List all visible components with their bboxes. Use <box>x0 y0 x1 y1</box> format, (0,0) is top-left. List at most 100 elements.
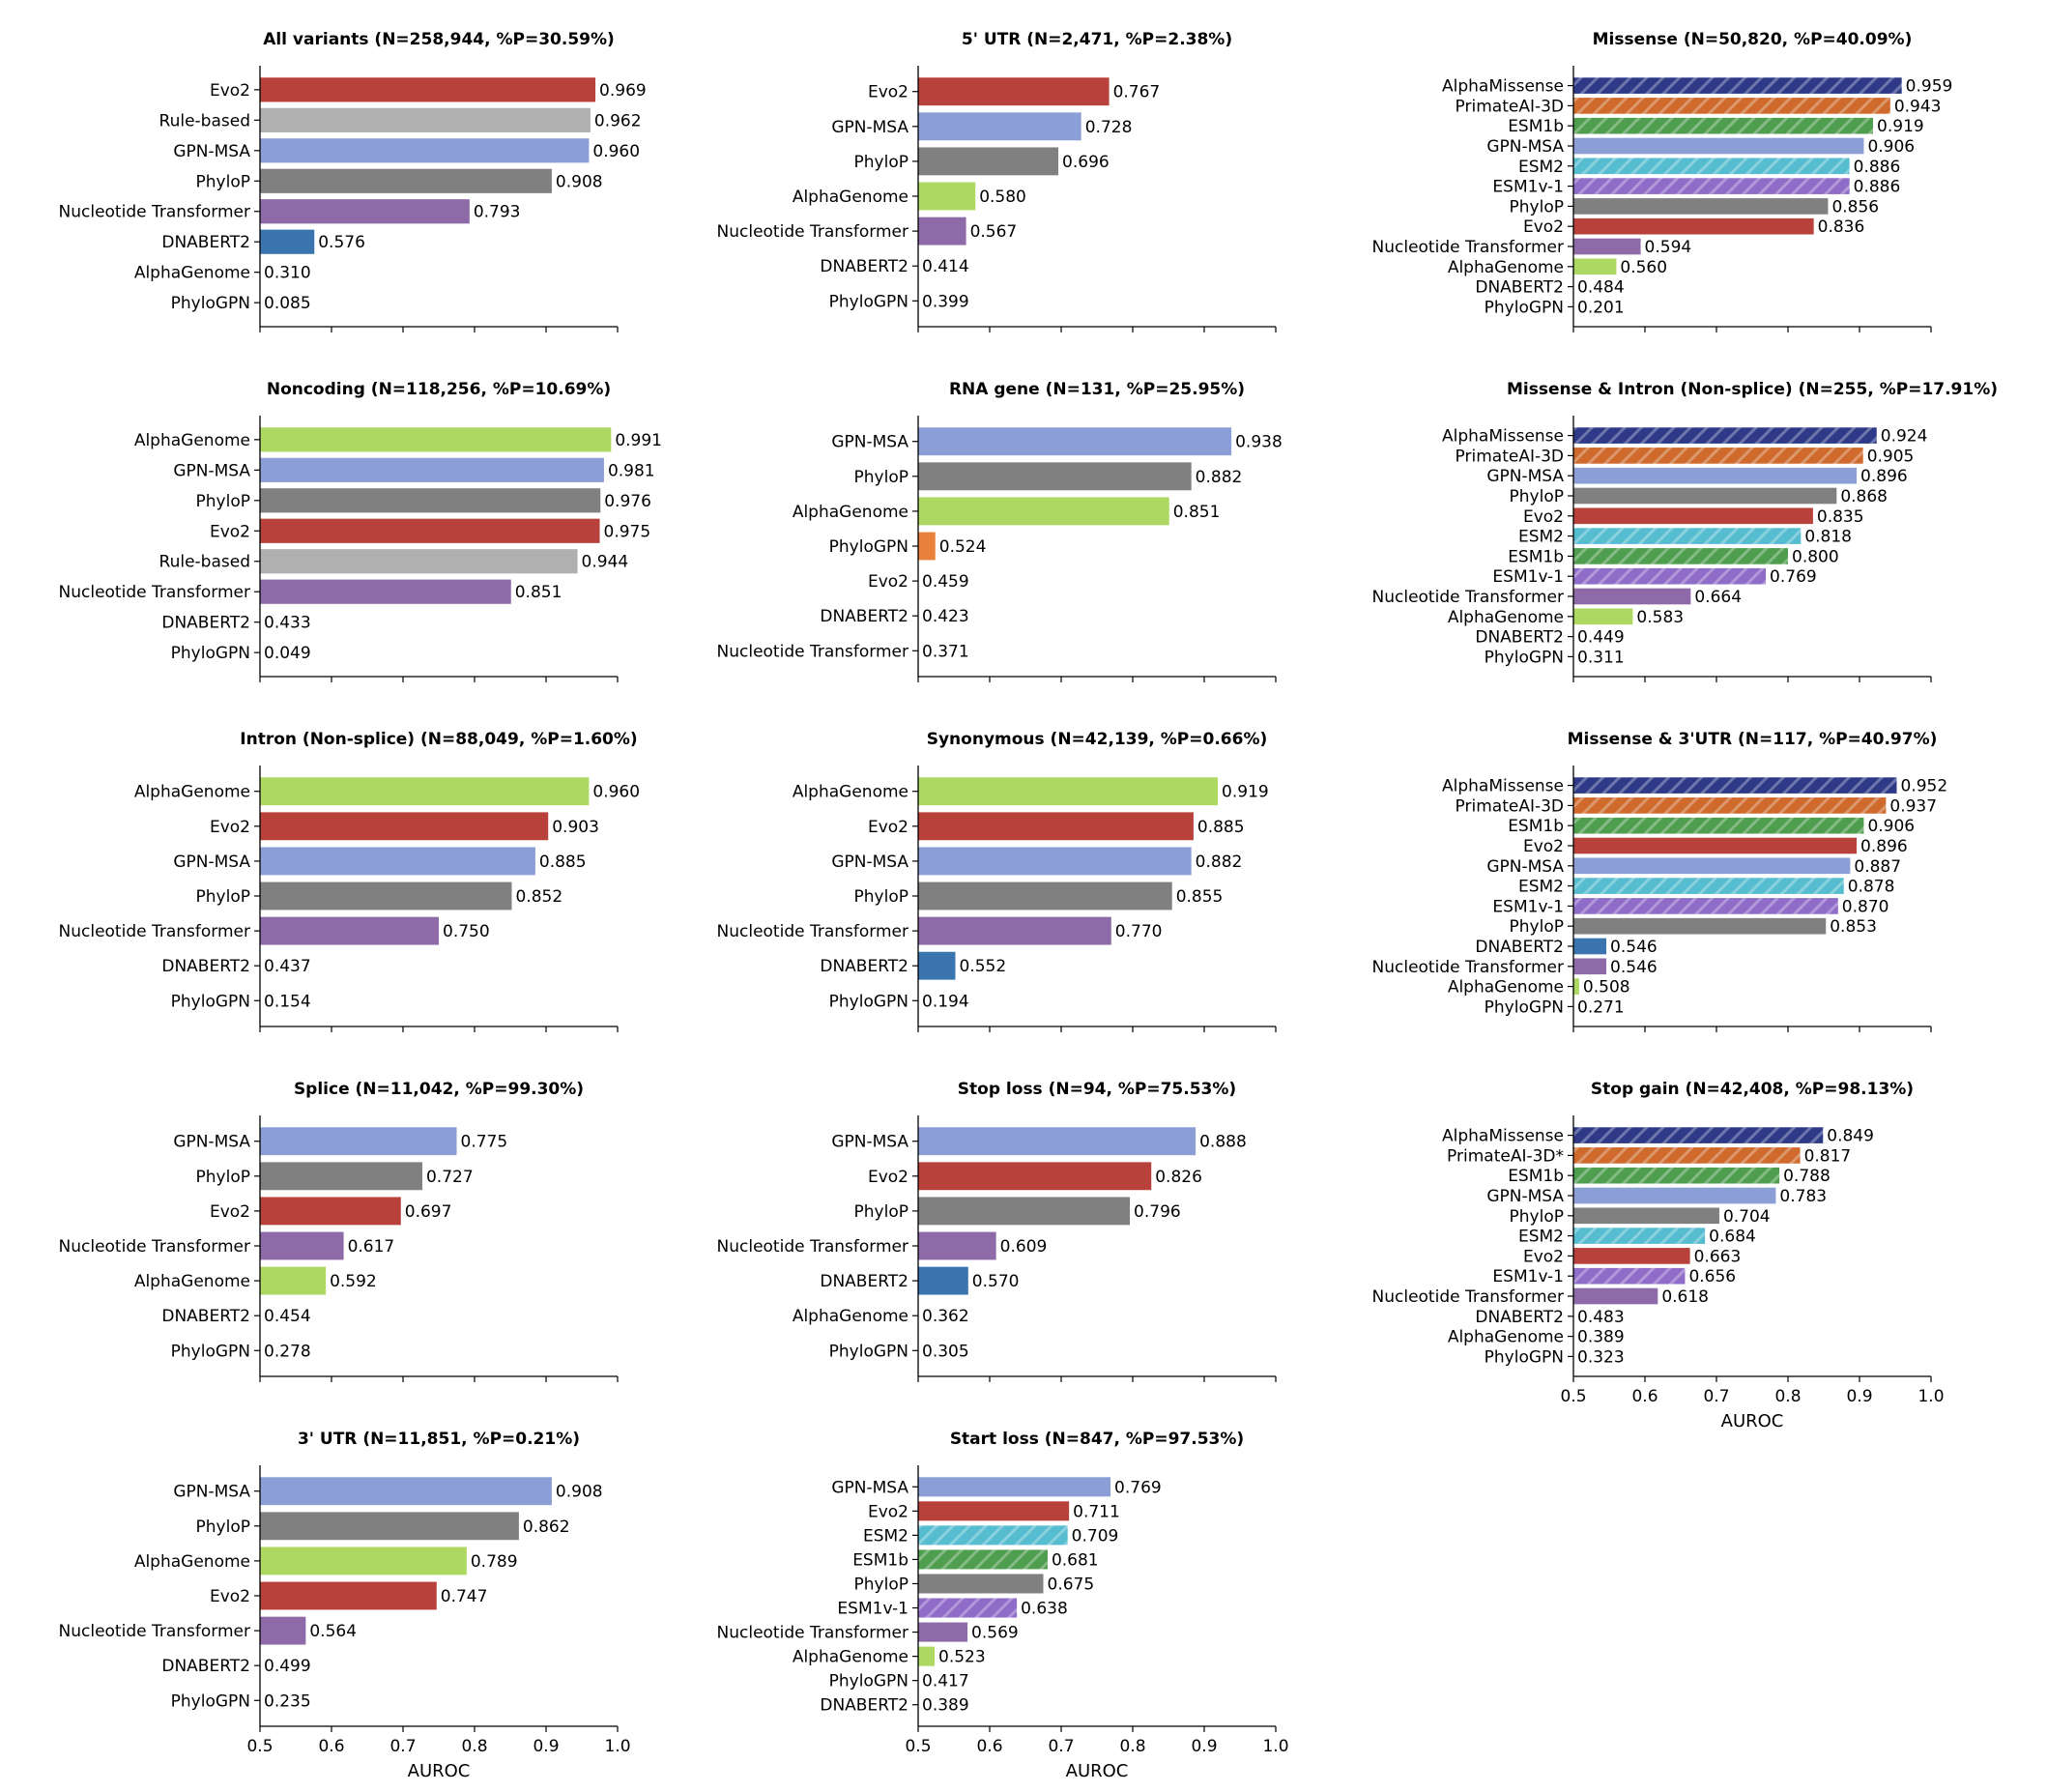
bar-evo2 <box>260 1581 437 1610</box>
bar-evo2 <box>1573 837 1858 854</box>
bar-phylop <box>260 488 601 513</box>
panel-9: Splice (N=11,042, %P=99.30%) 0.775 GPN-MSA… <box>59 1080 619 1382</box>
bar-esm1b <box>1573 817 1864 834</box>
value-label: 0.937 <box>1889 796 1937 816</box>
value-label: 0.789 <box>471 1552 518 1572</box>
value-label: 0.449 <box>1577 628 1625 648</box>
value-label: 0.508 <box>1583 978 1630 997</box>
value-label: 0.868 <box>1840 487 1888 506</box>
value-label: 0.975 <box>604 522 651 541</box>
value-label: 0.709 <box>1072 1526 1119 1546</box>
bar-dnabert2 <box>260 229 315 254</box>
y-tick-label: AlphaGenome <box>793 1307 908 1326</box>
x-tick-label: 0.5 <box>905 1737 931 1756</box>
value-label: 0.878 <box>1848 878 1895 897</box>
panel-title: RNA gene (N=131, %P=25.95%) <box>949 380 1245 399</box>
bar-evo2 <box>260 1197 401 1226</box>
value-label: 0.433 <box>264 614 311 633</box>
value-label: 0.389 <box>922 1696 969 1716</box>
bar-esm1v-1 <box>918 1598 1018 1618</box>
x-tick-label: 1.0 <box>1917 1387 1944 1406</box>
y-tick-label: PrimateAI-3D <box>1456 447 1564 466</box>
value-label: 0.862 <box>523 1517 570 1537</box>
value-label: 0.423 <box>922 607 969 626</box>
x-tick-label: 0.9 <box>1191 1737 1217 1756</box>
bar-alphagenome <box>260 1266 327 1295</box>
bar-evo2 <box>1573 217 1814 235</box>
value-label: 0.976 <box>604 492 651 511</box>
value-label: 0.788 <box>1783 1167 1831 1186</box>
bar-gpn-msa <box>918 427 1232 456</box>
x-tick-label: 0.7 <box>1048 1737 1074 1756</box>
y-tick-label: PhyloP <box>854 887 908 907</box>
panel-6: Intron (Non-splice) (N=88,049, %P=1.60%)… <box>59 730 640 1032</box>
y-tick-label: PhyloP <box>1510 917 1564 937</box>
bar-nucleotide-transformer <box>1573 958 1607 975</box>
bar-evo2 <box>918 812 1194 841</box>
value-label: 0.417 <box>922 1672 969 1691</box>
value-label: 0.552 <box>959 957 1006 976</box>
value-label: 0.960 <box>592 783 640 802</box>
y-tick-label: PrimateAI-3D* <box>1447 1146 1564 1166</box>
y-tick-label: Evo2 <box>868 83 908 102</box>
bar-evo2 <box>918 77 1110 106</box>
bar-phylogpn <box>918 532 936 561</box>
value-label: 0.944 <box>582 553 629 572</box>
value-label: 0.962 <box>594 111 642 130</box>
value-label: 0.851 <box>515 583 562 602</box>
value-label: 0.886 <box>1854 158 1901 177</box>
bar-evo2 <box>918 1162 1152 1191</box>
bar-gpn-msa <box>1573 857 1851 875</box>
bar-esm2 <box>1573 878 1844 894</box>
y-tick-label: Evo2 <box>210 522 250 541</box>
y-tick-label: ESM1v-1 <box>1492 178 1564 197</box>
y-tick-label: GPN-MSA <box>831 118 908 137</box>
value-label: 0.905 <box>1867 447 1915 466</box>
y-tick-label: ESM1v-1 <box>837 1600 908 1619</box>
bar-phylop <box>260 168 552 193</box>
bar-dnabert2 <box>918 1266 968 1295</box>
panel-title: Missense & 3'UTR (N=117, %P=40.97%) <box>1568 730 1938 749</box>
value-label: 0.305 <box>922 1342 969 1361</box>
y-tick-label: Nucleotide Transformer <box>717 1237 908 1257</box>
y-tick-label: PhyloGPN <box>1485 298 1564 317</box>
panel-11: Stop gain (N=42,408, %P=98.13%) 0.849 Alph… <box>1372 1080 1945 1431</box>
bar-alphagenome <box>918 497 1169 526</box>
y-tick-label: ESM1b <box>1508 1167 1564 1186</box>
y-tick-label: DNABERT2 <box>820 957 908 976</box>
value-label: 0.783 <box>1779 1187 1827 1206</box>
y-tick-label: PrimateAI-3D <box>1456 97 1564 116</box>
value-label: 0.371 <box>922 642 969 661</box>
y-tick-label: PhyloP <box>1510 1207 1564 1227</box>
bar-rule-based <box>260 107 591 132</box>
y-tick-label: PhyloP <box>854 1202 908 1222</box>
value-label: 0.981 <box>608 461 655 480</box>
value-label: 0.896 <box>1860 837 1908 856</box>
value-label: 0.609 <box>1000 1237 1048 1257</box>
bar-alphagenome <box>918 777 1219 806</box>
x-tick-label: 1.0 <box>604 1737 630 1756</box>
y-tick-label: Nucleotide Transformer <box>1372 238 1564 257</box>
bar-phylop <box>918 462 1192 491</box>
x-axis-label: AUROC <box>1066 1761 1129 1781</box>
y-tick-label: PhyloGPN <box>829 1342 908 1361</box>
x-tick-label: 0.8 <box>1119 1737 1145 1756</box>
value-label: 0.969 <box>599 81 647 101</box>
y-tick-label: GPN-MSA <box>831 1478 908 1497</box>
value-label: 0.278 <box>264 1342 311 1361</box>
y-tick-label: Evo2 <box>868 572 908 592</box>
y-tick-label: Evo2 <box>210 818 250 837</box>
bar-nucleotide-transformer <box>260 1616 306 1645</box>
y-tick-label: AlphaGenome <box>1448 608 1564 627</box>
value-label: 0.885 <box>1197 818 1245 837</box>
value-label: 0.826 <box>1155 1168 1202 1187</box>
value-label: 0.524 <box>939 537 987 557</box>
value-label: 0.564 <box>309 1622 357 1641</box>
value-label: 0.499 <box>264 1657 311 1676</box>
value-label: 0.570 <box>972 1272 1020 1291</box>
value-label: 0.154 <box>264 992 311 1011</box>
value-label: 0.886 <box>1854 178 1901 197</box>
bar-nucleotide-transformer <box>918 217 966 246</box>
y-tick-label: PhyloP <box>196 1168 250 1187</box>
y-tick-label: PhyloGPN <box>829 992 908 1011</box>
